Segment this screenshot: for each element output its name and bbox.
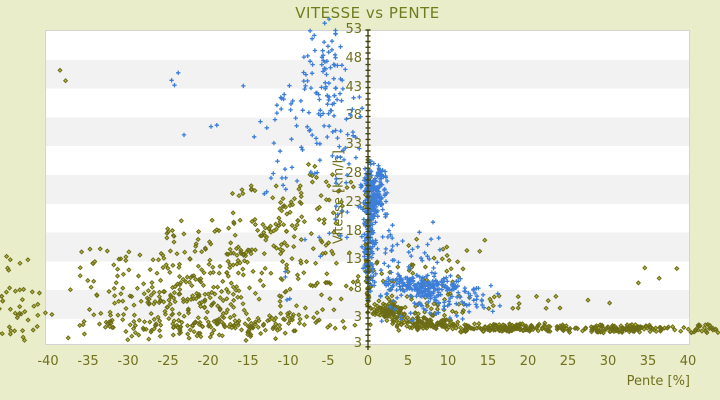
x-axis-title: Pente [%]: [626, 374, 690, 389]
x-tick-label: 5: [403, 354, 413, 369]
y-axis-bottom-tick-label: 3: [353, 336, 362, 351]
plot-area: [45, 30, 690, 345]
y-tick-label: 8: [353, 281, 362, 297]
x-tick-label: 30: [599, 354, 617, 369]
x-tick-label: -15: [237, 354, 259, 369]
y-tick-label: 13: [345, 252, 362, 268]
y-tick-label: 48: [345, 50, 362, 66]
y-tick-label: 3: [353, 310, 362, 325]
x-tick-label: -35: [77, 354, 99, 369]
x-tick-label: 40: [679, 354, 697, 369]
y-tick-label: 43: [345, 79, 362, 95]
x-tick-label: 0: [363, 354, 373, 369]
chart-title: VITESSE vs PENTE: [295, 4, 440, 22]
x-tick-label: -5: [321, 354, 335, 369]
x-tick-label: -20: [197, 354, 219, 369]
y-tick-label: 53: [345, 22, 362, 37]
x-tick-label: -40: [37, 354, 59, 369]
x-tick-label: 25: [559, 354, 577, 369]
x-tick-label: 20: [519, 354, 537, 369]
x-tick-label: 15: [479, 354, 497, 369]
x-tick-label: -10: [277, 354, 299, 369]
x-tick-label: 35: [639, 354, 657, 369]
y-axis-title: Vitesse [km/h]: [331, 150, 347, 244]
x-tick-label: 10: [439, 354, 457, 369]
x-tick-label: -25: [157, 354, 179, 369]
y-tick-label: 38: [345, 108, 362, 124]
x-tick-label: -30: [117, 354, 139, 369]
